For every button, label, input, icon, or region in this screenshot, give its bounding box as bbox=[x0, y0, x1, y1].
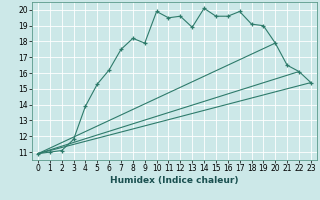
X-axis label: Humidex (Indice chaleur): Humidex (Indice chaleur) bbox=[110, 176, 239, 185]
